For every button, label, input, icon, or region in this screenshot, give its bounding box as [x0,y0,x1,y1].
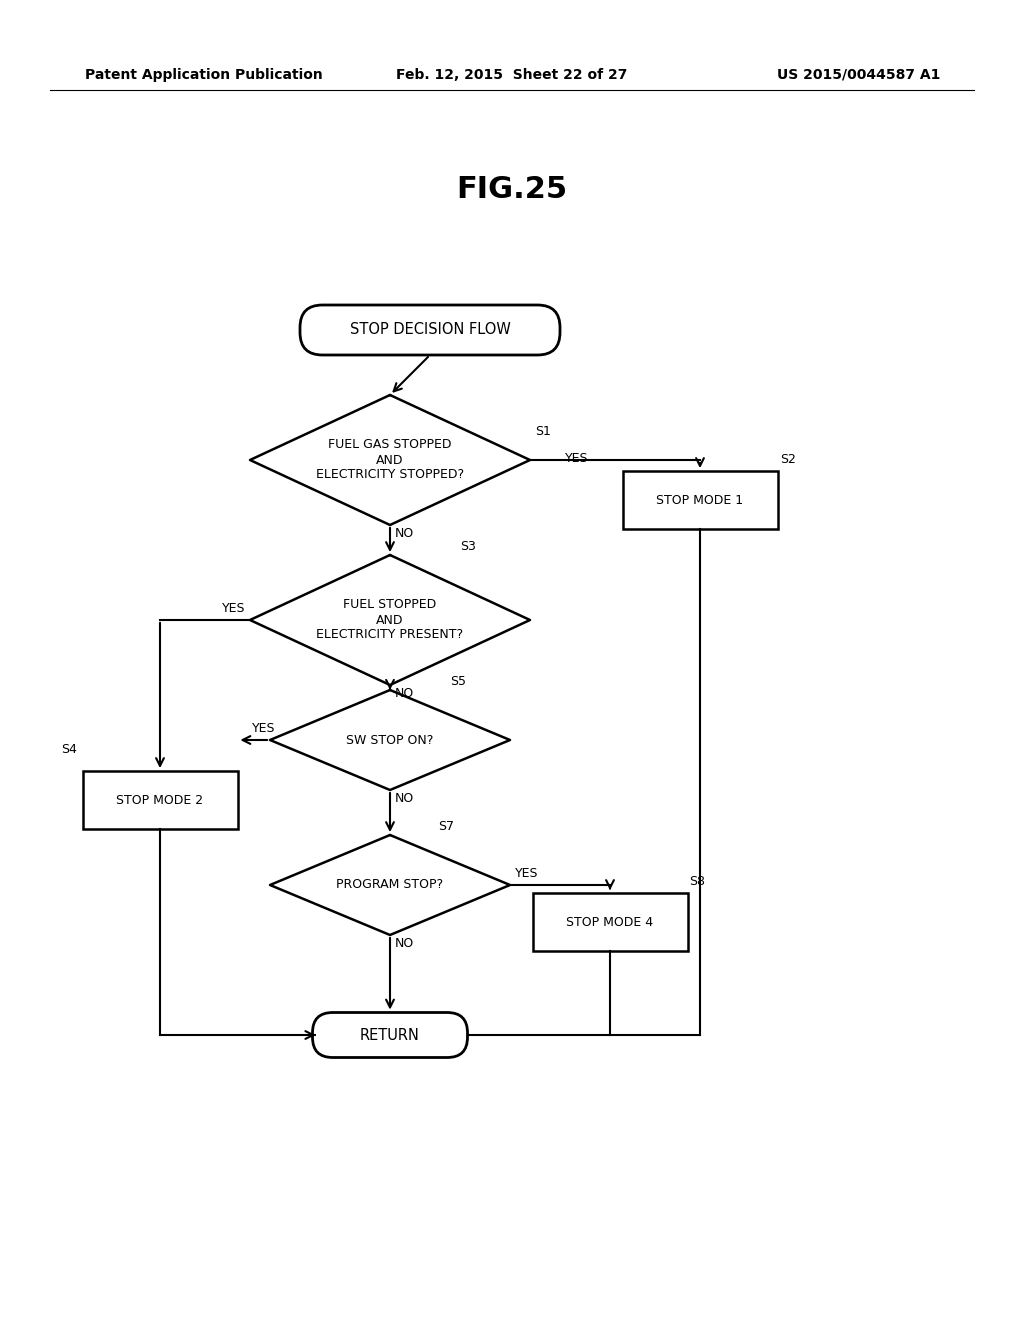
Text: Patent Application Publication: Patent Application Publication [85,69,323,82]
Text: FIG.25: FIG.25 [457,176,567,205]
Text: S3: S3 [460,540,476,553]
Text: S5: S5 [450,675,466,688]
Text: YES: YES [221,602,245,615]
Text: S4: S4 [61,743,78,756]
Text: S8: S8 [689,875,706,888]
Bar [623,471,777,529]
Text: STOP MODE 2: STOP MODE 2 [117,793,204,807]
Text: SW STOP ON?: SW STOP ON? [346,734,434,747]
Text: RETURN: RETURN [360,1027,420,1043]
Text: NO: NO [395,686,415,700]
Text: NO: NO [395,527,415,540]
Bar [532,894,687,950]
Text: S7: S7 [438,820,454,833]
Text: S2: S2 [780,453,797,466]
Text: YES: YES [565,451,589,465]
Text: FUEL GAS STOPPED
AND
ELECTRICITY STOPPED?: FUEL GAS STOPPED AND ELECTRICITY STOPPED… [316,438,464,482]
Text: S1: S1 [535,425,551,438]
Text: STOP MODE 4: STOP MODE 4 [566,916,653,928]
Text: NO: NO [395,937,415,950]
Text: PROGRAM STOP?: PROGRAM STOP? [337,879,443,891]
Text: US 2015/0044587 A1: US 2015/0044587 A1 [776,69,940,82]
Text: NO: NO [395,792,415,805]
FancyBboxPatch shape [300,305,560,355]
Text: FUEL STOPPED
AND
ELECTRICITY PRESENT?: FUEL STOPPED AND ELECTRICITY PRESENT? [316,598,464,642]
Text: YES: YES [515,867,539,880]
Text: YES: YES [252,722,275,735]
Bar [83,771,238,829]
FancyBboxPatch shape [312,1012,468,1057]
Text: STOP MODE 1: STOP MODE 1 [656,494,743,507]
Text: STOP DECISION FLOW: STOP DECISION FLOW [349,322,510,338]
Text: Feb. 12, 2015  Sheet 22 of 27: Feb. 12, 2015 Sheet 22 of 27 [396,69,628,82]
